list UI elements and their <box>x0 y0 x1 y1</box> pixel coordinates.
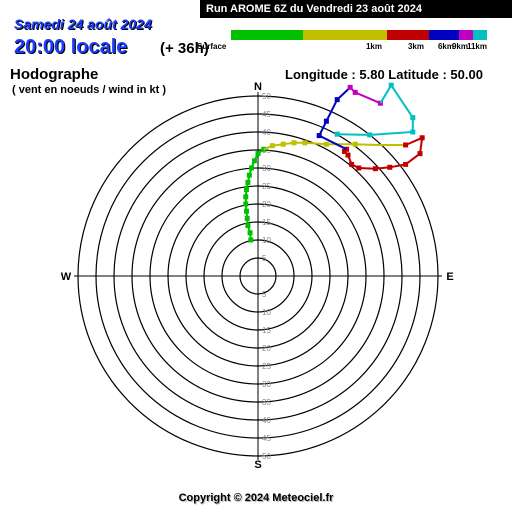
ring-tick-label: 50 <box>262 92 271 101</box>
ring-tick-label: 15 <box>262 218 271 227</box>
series-point-Surface <box>244 215 250 221</box>
ring-tick-label: 35 <box>262 398 271 407</box>
series-point-1km <box>323 141 329 147</box>
ring-tick-label: 10 <box>262 308 271 317</box>
series-point-3km <box>349 161 355 167</box>
legend-swatch-Surface <box>231 30 303 40</box>
series-point-11km <box>367 132 373 138</box>
series-line-11km <box>337 83 414 136</box>
location-coords: Longitude : 5.80 Latitude : 50.00 <box>285 67 483 82</box>
series-point-6km <box>316 133 322 139</box>
ring-tick-label: 25 <box>262 182 271 191</box>
series-line-9km <box>349 86 381 105</box>
series-point-Surface <box>243 194 249 200</box>
compass-axes: 55101015152020252530303535404045455050NE… <box>61 81 454 471</box>
series-point-3km <box>345 152 351 158</box>
ring-tick-label: 45 <box>262 110 271 119</box>
legend-swatch-1km <box>303 30 387 40</box>
ring-tick-label: 25 <box>262 362 271 371</box>
series-point-11km <box>388 82 394 88</box>
series-point-Surface <box>245 223 251 229</box>
ring-tick-label: 20 <box>262 344 271 353</box>
legend-label-9km: 9km <box>452 42 468 51</box>
series-point-Surface <box>243 187 249 193</box>
copyright-text: Copyright © 2024 Meteociel.fr <box>178 492 334 504</box>
series-point-1km <box>302 140 308 146</box>
series-point-Surface <box>245 179 251 185</box>
legend-swatch-3km <box>387 30 429 40</box>
ring-tick-label: 40 <box>262 416 271 425</box>
series-point-Surface <box>243 208 249 214</box>
cardinal-W: W <box>61 271 72 283</box>
series-point-1km <box>352 141 358 147</box>
cardinal-N: N <box>254 81 262 93</box>
legend-label-3km: 3km <box>408 42 424 51</box>
series-point-1km <box>291 140 297 146</box>
ring-tick-label: 35 <box>262 146 271 155</box>
series-point-11km <box>410 129 416 135</box>
run-info-bar: Run AROME 6Z du Vendredi 23 août 2024 <box>200 0 512 18</box>
ring-tick-label: 20 <box>262 200 271 209</box>
legend-label-1km: 1km <box>366 42 382 51</box>
chart-title: Hodographe <box>10 66 99 83</box>
series-point-11km <box>410 115 416 121</box>
legend-swatch-11km <box>473 30 487 40</box>
legend-swatch-9km <box>459 30 473 40</box>
series-point-Surface <box>248 237 254 243</box>
ring-tick-label: 50 <box>262 452 271 461</box>
series-point-3km <box>356 165 362 171</box>
wind-profile <box>243 82 425 243</box>
ring-tick-label: 5 <box>262 290 267 299</box>
legend-label-11km: 11km <box>467 42 487 51</box>
series-point-Surface <box>246 172 252 178</box>
ring-tick-label: 10 <box>262 236 271 245</box>
series-point-Surface <box>243 201 249 207</box>
forecast-offset: (+ 36h) <box>160 40 209 57</box>
series-point-1km <box>269 143 275 149</box>
series-point-3km <box>403 161 409 167</box>
cardinal-S: S <box>254 459 261 471</box>
series-point-Surface <box>247 230 253 236</box>
ring-tick-label: 5 <box>262 254 267 263</box>
series-point-Surface <box>255 151 261 157</box>
series-point-1km <box>280 141 286 147</box>
series-point-3km <box>387 164 393 170</box>
forecast-date: Samedi 24 août 2024 <box>14 16 152 32</box>
series-point-6km <box>334 97 340 103</box>
ring-tick-label: 15 <box>262 326 271 335</box>
cardinal-E: E <box>446 271 453 283</box>
series-point-Surface <box>249 165 255 171</box>
forecast-time: 20:00 locale <box>14 36 128 58</box>
series-point-3km <box>372 166 378 172</box>
series-point-Surface <box>251 158 257 164</box>
series-point-Surface <box>261 146 267 152</box>
ring-tick-label: 30 <box>262 164 271 173</box>
series-point-3km <box>403 142 409 148</box>
legend-label-Surface: Surface <box>197 42 227 51</box>
series-point-3km <box>419 135 425 141</box>
legend-label-6km: 6km <box>438 42 454 51</box>
ring-tick-label: 40 <box>262 128 271 137</box>
series-point-6km <box>323 118 329 124</box>
series-point-3km <box>417 151 423 157</box>
series-point-9km <box>347 84 353 90</box>
series-point-9km <box>352 89 358 95</box>
ring-tick-label: 45 <box>262 434 271 443</box>
series-point-11km <box>334 131 340 137</box>
legend-swatch-6km <box>429 30 459 40</box>
ring-tick-label: 30 <box>262 380 271 389</box>
chart-subtitle: ( vent en noeuds / wind in kt ) <box>12 84 167 96</box>
